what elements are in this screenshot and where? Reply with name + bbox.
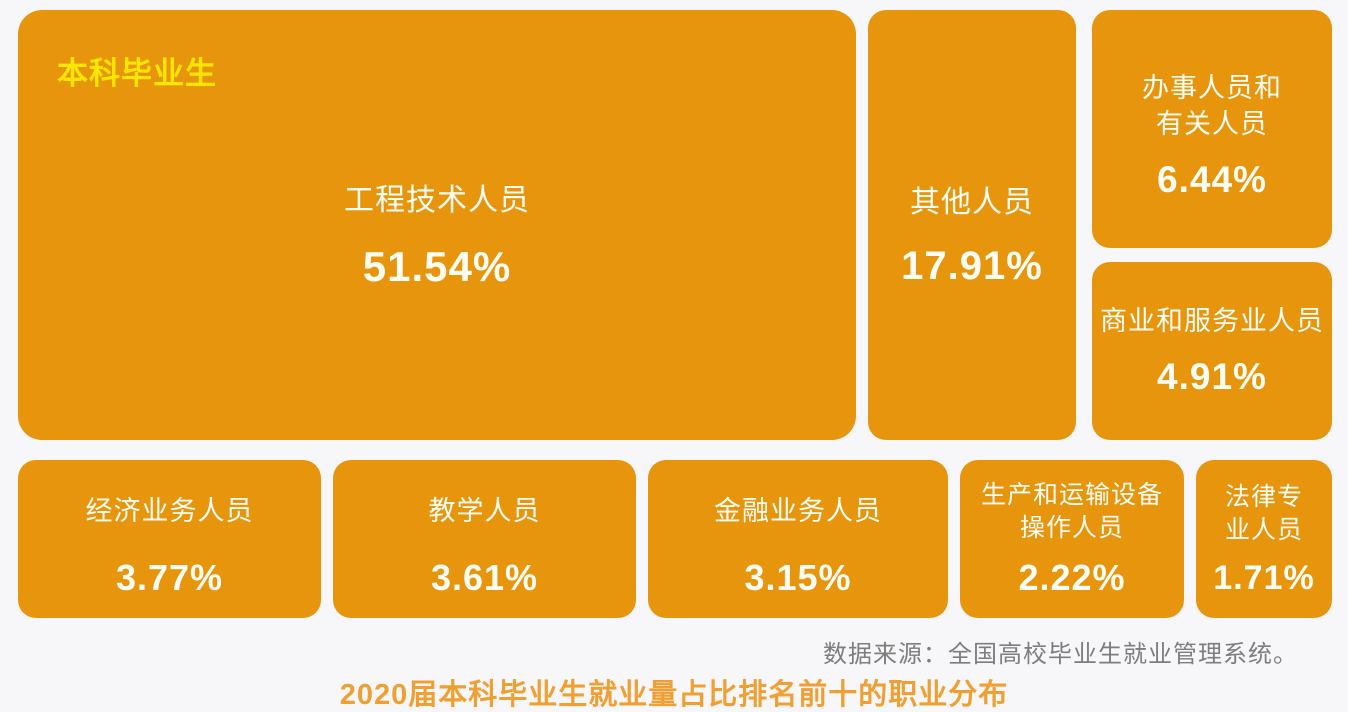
treemap-tile[interactable]: 其他人员 17.91% [868,10,1076,440]
tile-label: 经济业务人员 [85,496,254,527]
treemap-tile[interactable]: 金融业务人员 3.15% [648,460,948,618]
tile-label: 工程技术人员 [344,184,530,218]
tile-value: 3.77% [115,557,224,598]
tile-value: 3.15% [744,557,852,598]
tile-value: 4.91% [1157,355,1267,397]
tile-label: 办事人员和 有关人员 [1142,73,1282,139]
tile-value: 17.91% [901,244,1043,289]
treemap-root-label: 本科毕业生 [57,56,217,91]
tile-value: 2.22% [1018,557,1126,598]
tile-label: 金融业务人员 [714,496,882,527]
treemap-tile[interactable]: 法律专 业人员 1.71% [1196,460,1332,618]
tile-value: 51.54% [362,242,512,290]
tile-value: 6.44% [1157,158,1267,200]
treemap-tile[interactable]: 教学人员 3.61% [333,460,636,618]
treemap-tile[interactable]: 商业和服务业人员 4.91% [1092,262,1332,440]
treemap-tile[interactable]: 办事人员和 有关人员 6.44% [1092,10,1332,248]
tile-label: 商业和服务业人员 [1100,306,1324,337]
tile-label: 生产和运输设备 操作人员 [980,481,1163,542]
tile-label: 教学人员 [428,496,541,527]
tile-value: 3.61% [430,557,539,598]
treemap-tile[interactable]: 经济业务人员 3.77% [18,460,321,618]
tile-value: 1.71% [1213,558,1315,597]
tile-label: 法律专 业人员 [1224,482,1303,544]
treemap-tile[interactable]: 工程技术人员 51.54% [18,10,856,440]
data-source-note: 数据来源：全国高校毕业生就业管理系统。 [823,641,1298,668]
treemap-tile[interactable]: 生产和运输设备 操作人员 2.22% [960,460,1184,618]
chart-title: 2020届本科毕业生就业量占比排名前十的职业分布 [339,679,1009,711]
tile-label: 其他人员 [910,185,1034,219]
